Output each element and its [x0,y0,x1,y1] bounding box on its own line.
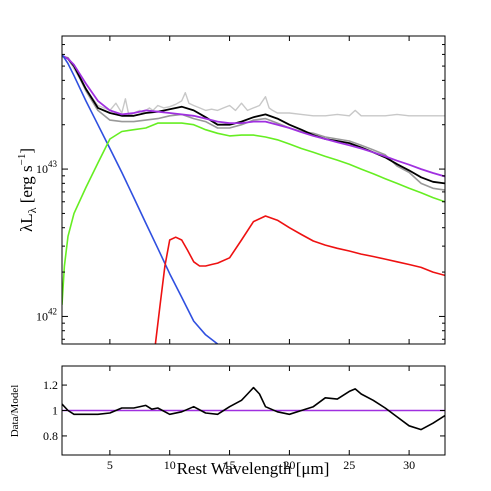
main-y-ticks: 1042 1043 [36,35,445,340]
x-axis-title: Rest Wavelength [μm] [177,459,330,478]
main-y-axis-title-unit: [erg s [17,165,36,203]
ratio-x-tick-label-1: 10 [164,458,176,472]
ratio-y-tick-label-0: 1.2 [43,378,58,392]
main-x-ticks [109,36,410,344]
ratio-x-tick-label-4: 25 [343,458,355,472]
main-plot-panel: 1042 1043 λLλ [erg s−1] [16,35,446,345]
main-y-tick-label-0: 1042 [36,306,57,323]
ratio-y-tick-label-2: 0.8 [43,429,58,443]
ratio-plot-panel: 5 10 15 20 25 30 1.2 1 0.8 Data/Model Rest Wave… [9,365,446,478]
main-series-line-5 [62,122,445,305]
ratio-x-ticks: 5 10 15 20 25 30 [107,366,415,472]
main-y-axis-title: λLλ [erg s−1] [16,148,39,232]
main-y-axis-title-main: λL [17,213,36,232]
ratio-x-tick-label-2: 15 [224,458,236,472]
main-y-axis-title-exp: −1 [16,154,28,166]
main-series-line-4 [62,53,219,344]
ratio-x-tick-label-0: 5 [107,458,113,472]
ratio-y-axis-title: Data/Model [9,385,21,438]
ratio-y-tick-label-1: 1 [52,404,58,418]
ratio-y-ticks: 1.2 1 0.8 [43,378,445,443]
ratio-x-tick-label-5: 30 [403,458,415,472]
main-y-axis-title-sub: λ [25,207,39,213]
main-series-line-3 [62,54,445,178]
ratio-series-line-0 [62,386,445,431]
main-series-group [62,53,445,344]
main-series-line-1 [62,55,445,191]
main-y-tick-label-1: 1043 [36,159,58,176]
ratio-x-tick-label-3: 20 [283,458,295,472]
main-plot-frame [61,35,446,345]
main-y-axis-title-close: ] [17,148,36,154]
main-series-line-6 [154,215,445,344]
main-series-line-0 [62,55,445,117]
ratio-series-group [62,386,445,431]
